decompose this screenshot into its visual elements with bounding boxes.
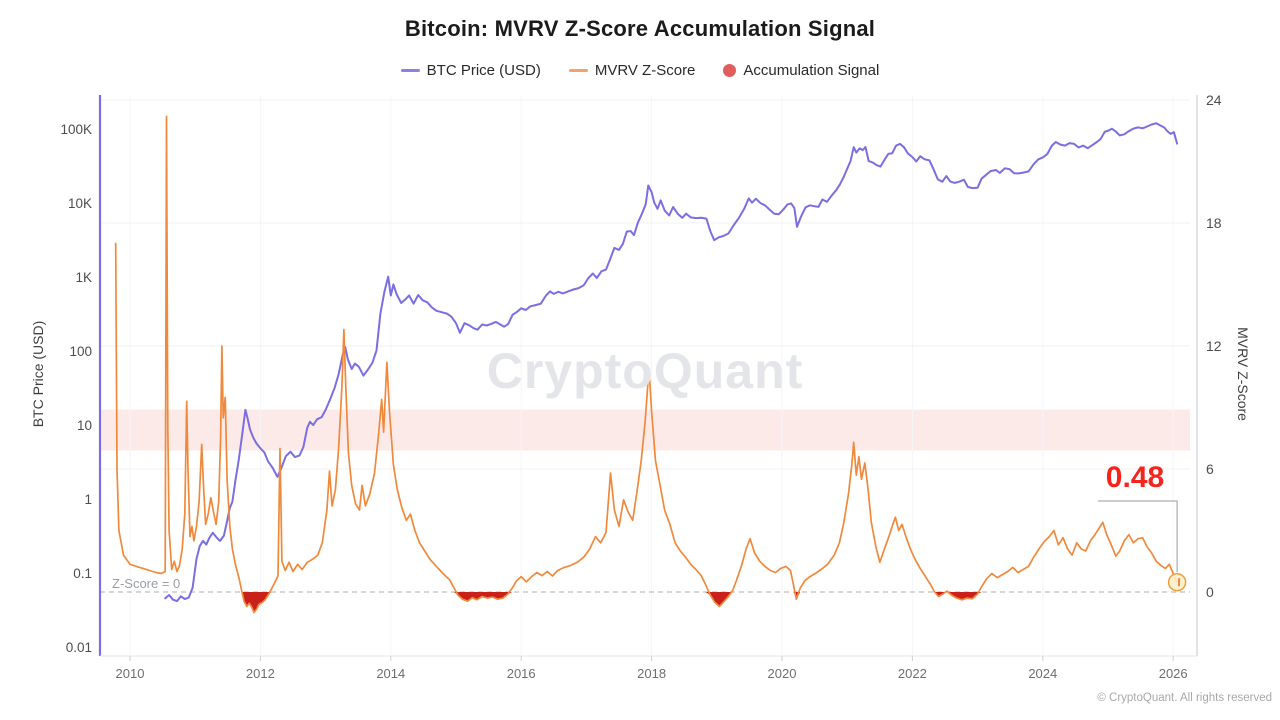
left-axis-tick-10K: 10K: [67, 196, 92, 211]
cryptoquant-watermark: CryptoQuant: [486, 343, 804, 399]
left-axis-tick-100K: 100K: [60, 122, 92, 137]
copyright-footer: © CryptoQuant. All rights reserved: [1097, 692, 1272, 704]
x-axis-tick-2020: 2020: [767, 666, 797, 681]
left-axis-tick-10: 10: [76, 418, 92, 433]
zero-line-label: Z-Score = 0: [112, 576, 181, 591]
left-axis-tick-1K: 1K: [75, 270, 92, 285]
x-axis-tick-2024: 2024: [1028, 666, 1058, 681]
x-axis-tick-2012: 2012: [245, 666, 275, 681]
legend-label: BTC Price (USD): [426, 62, 541, 79]
legend-item-mvrv-z-score[interactable]: MVRV Z-Score: [568, 62, 696, 79]
x-axis-tick-2016: 2016: [506, 666, 536, 681]
latest-value-annotation: 0.48: [1105, 461, 1165, 494]
legend-dot-icon: [723, 64, 737, 77]
x-axis-tick-2014: 2014: [376, 666, 406, 681]
right-axis-tick-12: 12: [1206, 338, 1222, 354]
annotation-connector: [1098, 500, 1178, 573]
x-axis-tick-2010: 2010: [115, 666, 145, 681]
legend-item-btc-price-usd-[interactable]: BTC Price (USD): [400, 62, 541, 79]
x-axis-tick-2026: 2026: [1158, 666, 1188, 681]
legend: BTC Price (USD) MVRV Z-Score Accumulation …: [0, 62, 1280, 79]
legend-label: Accumulation Signal: [743, 62, 880, 79]
right-axis-tick-24: 24: [1206, 92, 1222, 108]
btc-price-line: [164, 122, 1179, 603]
legend-item-accumulation-signal[interactable]: Accumulation Signal: [723, 62, 879, 79]
right-axis-tick-6: 6: [1206, 461, 1214, 477]
accumulation-signal-areas: [115, 592, 1178, 613]
left-axis-tick-0.01: 0.01: [65, 640, 92, 655]
x-axis-tick-2022: 2022: [897, 666, 927, 681]
left-axis-tick-1: 1: [84, 492, 92, 507]
right-axis-tick-18: 18: [1206, 215, 1222, 231]
latest-value-marker: [1167, 572, 1187, 592]
chart-title: Bitcoin: MVRV Z-Score Accumulation Signa…: [404, 16, 876, 41]
left-axis-tick-100: 100: [69, 344, 92, 359]
legend-line-icon: [568, 69, 588, 72]
left-axis-tick-0.1: 0.1: [73, 566, 92, 581]
legend-line-icon: [400, 69, 420, 72]
mvrv-zscore-line: [114, 115, 1178, 614]
legend-label: MVRV Z-Score: [594, 62, 696, 79]
x-axis-tick-2018: 2018: [637, 666, 667, 681]
right-axis-tick-0: 0: [1206, 584, 1214, 600]
